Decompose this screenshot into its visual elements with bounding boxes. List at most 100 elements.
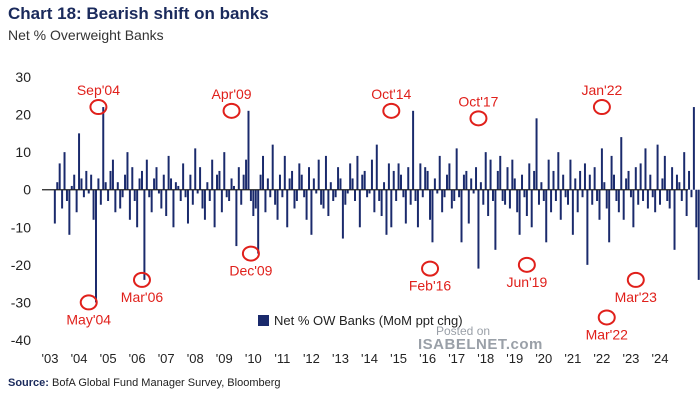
bar (78, 133, 81, 190)
x-tick-label: '12 (303, 351, 320, 366)
bar (576, 189, 579, 213)
bar (642, 189, 645, 201)
bar (613, 174, 616, 190)
bar (462, 174, 465, 190)
bar (404, 189, 407, 224)
bar (249, 189, 252, 201)
annotation-label: Oct'17 (458, 93, 498, 109)
y-tick-label: 10 (15, 144, 31, 160)
bar (450, 189, 453, 209)
bar (683, 152, 686, 190)
x-tick-label: '09 (216, 351, 233, 366)
bar (225, 189, 228, 198)
bar (201, 189, 204, 209)
bar (153, 178, 156, 190)
bar (114, 189, 117, 213)
bar (419, 163, 422, 190)
bar (436, 189, 439, 194)
bar (138, 178, 141, 190)
bar (629, 189, 632, 198)
bar (484, 152, 487, 190)
bar (116, 182, 119, 190)
x-tick-label: '21 (564, 351, 581, 366)
bar (305, 189, 308, 220)
bar (615, 189, 618, 201)
bar (378, 189, 381, 201)
bar (605, 189, 608, 209)
bar (281, 189, 284, 198)
annotation-circle (421, 260, 440, 277)
bar (571, 189, 574, 235)
bar (191, 189, 194, 205)
bar (155, 167, 158, 190)
bar (562, 174, 565, 190)
bar (349, 163, 352, 190)
bar (506, 167, 509, 190)
bar (245, 159, 248, 190)
bar (75, 189, 78, 213)
bar (494, 189, 497, 250)
bar (111, 159, 114, 190)
annotation-circle (132, 271, 151, 288)
bar (143, 189, 146, 280)
bar (223, 152, 226, 190)
bar (666, 189, 669, 201)
annotation-circle (89, 99, 108, 116)
bar (528, 163, 531, 190)
bar (431, 189, 434, 243)
bar (56, 182, 59, 190)
annotation-circle (222, 102, 241, 119)
bar (295, 189, 298, 201)
bar (632, 189, 635, 228)
bar (136, 189, 139, 228)
x-tick-label: '13 (332, 351, 349, 366)
bar (63, 152, 66, 190)
bar (496, 170, 499, 190)
bar (620, 137, 623, 190)
bar (68, 189, 71, 235)
bar (237, 167, 240, 190)
annotation-label: Dec'09 (229, 263, 272, 279)
bar (460, 189, 463, 243)
bar (397, 163, 400, 190)
bar (334, 189, 337, 198)
bar (390, 189, 393, 228)
bar (109, 170, 112, 190)
bar (574, 178, 577, 190)
bar (663, 155, 666, 190)
bar (363, 170, 366, 190)
y-tick-label: 30 (15, 69, 31, 85)
bar (102, 107, 105, 190)
bar (269, 189, 272, 198)
bar (288, 178, 291, 190)
bar (412, 110, 415, 190)
bar (603, 182, 606, 190)
annotation-circle (79, 294, 98, 311)
x-tick-label: '05 (100, 351, 117, 366)
bar (61, 189, 64, 209)
x-tick-label: '11 (274, 351, 290, 366)
annotation-circle (517, 256, 536, 273)
bar (53, 189, 56, 224)
bar (126, 152, 129, 190)
bar (356, 155, 359, 190)
bar (387, 163, 390, 190)
bar (211, 159, 214, 190)
bar (487, 189, 490, 217)
bar (639, 163, 642, 190)
annotation-circle (626, 271, 645, 288)
bar (358, 189, 361, 228)
bar (593, 167, 596, 190)
bar (232, 185, 235, 190)
bar (99, 189, 102, 205)
y-tick-label: 0 (23, 182, 31, 198)
legend-label: Net % OW Banks (MoM ppt chg) (274, 313, 463, 328)
bar (675, 174, 678, 190)
bar (339, 178, 342, 190)
bar (252, 189, 255, 217)
x-tick-label: '06 (129, 351, 146, 366)
bar (518, 189, 521, 235)
bar (433, 178, 436, 190)
annotation-circle (597, 309, 616, 326)
bar (310, 189, 313, 235)
